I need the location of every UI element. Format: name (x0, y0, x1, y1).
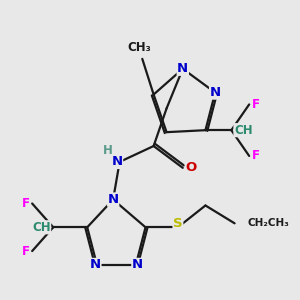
Text: F: F (252, 149, 260, 162)
Text: F: F (252, 98, 260, 111)
Text: O: O (185, 161, 196, 174)
Text: N: N (132, 258, 143, 272)
Text: F: F (22, 244, 30, 258)
Text: F: F (22, 197, 30, 210)
Text: CH₃: CH₃ (127, 41, 151, 54)
Text: CH: CH (32, 221, 51, 234)
Text: CH₂CH₃: CH₂CH₃ (248, 218, 290, 228)
Text: N: N (108, 193, 119, 206)
Text: N: N (210, 86, 221, 99)
Text: H: H (103, 144, 113, 157)
Text: N: N (112, 155, 123, 168)
Text: N: N (177, 62, 188, 75)
Text: CH: CH (234, 124, 253, 137)
Text: N: N (90, 258, 101, 272)
Text: S: S (173, 217, 183, 230)
